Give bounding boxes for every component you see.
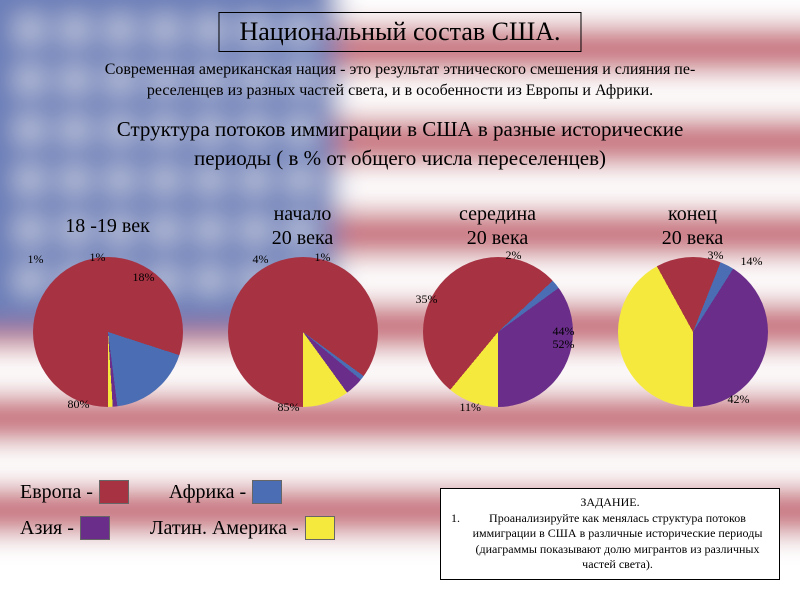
legend-item: Европа - bbox=[20, 480, 129, 504]
legend: Европа - Африка - Азия - Латин. Америка - bbox=[20, 480, 420, 552]
pie-data-label: 42% bbox=[728, 392, 750, 407]
chart-cell: начало20 века 85% 1% 4% bbox=[208, 200, 398, 412]
section-heading: Структура потоков иммиграции в США в раз… bbox=[20, 115, 780, 174]
chart-title: середина20 века bbox=[459, 200, 536, 252]
pie-data-label: 85% bbox=[278, 400, 300, 415]
task-text: Проанализируйте как менялась структура п… bbox=[466, 511, 769, 573]
pie-chart: 80% 18% 1% 1% bbox=[28, 252, 188, 412]
pie-data-label: 3% bbox=[708, 248, 724, 263]
legend-swatch bbox=[252, 480, 282, 504]
pie-data-label: 1% bbox=[90, 250, 106, 265]
pie-data-label: 1% bbox=[315, 250, 331, 265]
legend-item: Латин. Америка - bbox=[150, 516, 335, 540]
legend-label: Латин. Америка - bbox=[150, 517, 299, 540]
task-box: ЗАДАНИЕ. 1. Проанализируйте как менялась… bbox=[440, 488, 780, 580]
pie-data-label: 1% bbox=[28, 252, 44, 267]
chart-cell: середина20 века 11% 52%44% 2% 35% bbox=[403, 200, 593, 412]
pie-data-label: 80% bbox=[68, 397, 90, 412]
chart-row: 18 -19 век80%18%1%1%начало20 века85%1%4%… bbox=[0, 200, 800, 412]
pie-chart: 42%14%3% bbox=[613, 252, 773, 412]
chart-cell: 18 -19 век 80% 18% 1% 1% bbox=[13, 200, 203, 412]
legend-label: Азия - bbox=[20, 517, 74, 540]
task-heading: ЗАДАНИЕ. bbox=[451, 495, 769, 511]
legend-swatch bbox=[80, 516, 110, 540]
pie-data-label: 52% bbox=[553, 337, 575, 352]
legend-label: Африка - bbox=[169, 481, 246, 504]
legend-item: Азия - bbox=[20, 516, 110, 540]
legend-label: Европа - bbox=[20, 481, 93, 504]
pie-data-label: 4% bbox=[253, 252, 269, 267]
legend-swatch bbox=[305, 516, 335, 540]
chart-title: 18 -19 век bbox=[65, 200, 150, 252]
pie-data-label: 11% bbox=[460, 400, 482, 415]
task-number: 1. bbox=[451, 511, 460, 573]
pie-data-label: 2% bbox=[506, 248, 522, 263]
pie-data-label: 35% bbox=[416, 292, 438, 307]
pie-data-label: 44% bbox=[553, 324, 575, 339]
subtitle-text: Современная американская нация - это рез… bbox=[40, 60, 760, 102]
page-title: Национальный состав США. bbox=[218, 12, 581, 52]
pie-data-label: 14% bbox=[741, 254, 763, 269]
chart-title: начало20 века bbox=[272, 200, 334, 252]
pie-chart: 85% 1% 4% bbox=[223, 252, 383, 412]
chart-title: конец20 века bbox=[662, 200, 724, 252]
legend-swatch bbox=[99, 480, 129, 504]
chart-cell: конец20 века 42% 14% 3% bbox=[598, 200, 788, 412]
legend-item: Африка - bbox=[169, 480, 282, 504]
pie-data-label: 18% bbox=[133, 270, 155, 285]
pie-chart: 11%52%44%2%35% bbox=[418, 252, 578, 412]
